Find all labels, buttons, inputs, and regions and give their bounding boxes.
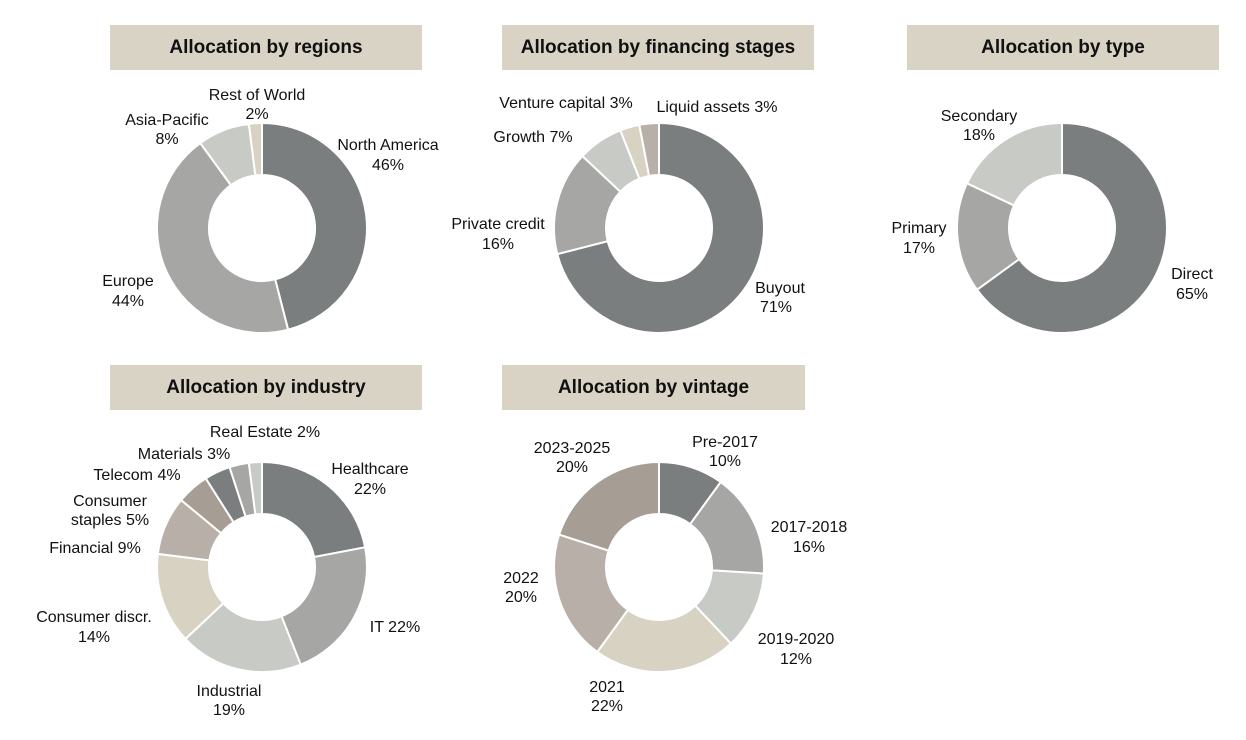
data-label-rest-of-world: 2% — [245, 106, 268, 123]
data-label-direct: Direct — [1171, 266, 1213, 283]
slice-2022 — [553, 533, 630, 654]
data-label-real-estate: Real Estate 2% — [210, 424, 320, 441]
data-label-2023-2025: 2023-2025 — [534, 440, 611, 457]
chart-title-vintage: Allocation by vintage — [502, 365, 805, 410]
data-label-north-america: North America — [337, 137, 438, 154]
data-label-consumer-discr: Consumer discr. — [36, 609, 152, 626]
data-label-europe: Europe — [102, 273, 154, 290]
data-label-liquid-assets: Liquid assets 3% — [657, 99, 778, 116]
data-label-2019-2020: 12% — [780, 651, 812, 668]
slice-north-america — [261, 121, 368, 331]
data-label-asia-pacific: Asia-Pacific — [125, 112, 209, 129]
data-label-rest-of-world: Rest of World — [209, 87, 306, 104]
data-label-industrial: 19% — [213, 702, 245, 719]
data-label-materials: Materials 3% — [138, 446, 230, 463]
data-label-private-credit: Private credit — [451, 216, 545, 233]
data-label-2023-2025: 20% — [556, 459, 588, 476]
data-label-secondary: 18% — [963, 127, 995, 144]
chart-title-industry: Allocation by industry — [110, 365, 422, 410]
data-label-2022: 20% — [505, 589, 537, 606]
data-label-primary: Primary — [891, 220, 946, 237]
data-label-2017-2018: 2017-2018 — [771, 519, 848, 536]
slice-europe — [156, 141, 290, 334]
data-label-2021: 2021 — [589, 679, 625, 696]
data-label-asia-pacific: 8% — [155, 131, 178, 148]
data-label-buyout: Buyout — [755, 280, 805, 297]
slice-secondary — [965, 121, 1063, 207]
slice-real-estate — [247, 460, 263, 516]
data-label-it: IT 22% — [370, 619, 420, 636]
slice-rest-of-world — [247, 121, 263, 177]
data-label-venture-capital: Venture capital 3% — [499, 95, 632, 112]
slice-direct — [975, 121, 1168, 334]
data-label-2017-2018: 16% — [793, 539, 825, 556]
data-label-north-america: 46% — [372, 157, 404, 174]
data-label-consumer-staples: staples 5% — [71, 512, 149, 529]
data-label-2022: 2022 — [503, 570, 539, 587]
data-label-secondary: Secondary — [941, 108, 1018, 125]
data-label-growth: Growth 7% — [493, 129, 572, 146]
data-label-financial: Financial 9% — [49, 540, 141, 557]
data-label-consumer-staples: Consumer — [73, 493, 147, 510]
data-label-pre-2017: 10% — [709, 453, 741, 470]
data-label-europe: 44% — [112, 293, 144, 310]
chart-title-regions: Allocation by regions — [110, 25, 422, 70]
chart-title-type: Allocation by type — [907, 25, 1219, 70]
slice-liquid-assets — [638, 121, 660, 178]
data-label-private-credit: 16% — [482, 236, 514, 253]
data-label-healthcare: 22% — [354, 481, 386, 498]
slice-buyout — [556, 121, 765, 334]
data-label-industrial: Industrial — [197, 683, 262, 700]
data-label-pre-2017: Pre-2017 — [692, 434, 758, 451]
data-label-healthcare: Healthcare — [331, 461, 408, 478]
data-label-2021: 22% — [591, 698, 623, 715]
data-label-telecom: Telecom 4% — [93, 467, 180, 484]
slice-2023-2025 — [557, 460, 660, 552]
data-label-consumer-discr: 14% — [78, 629, 110, 646]
data-label-primary: 17% — [903, 240, 935, 257]
data-label-direct: 65% — [1176, 286, 1208, 303]
data-label-2019-2020: 2019-2020 — [758, 631, 835, 648]
chart-title-financing-stages: Allocation by financing stages — [502, 25, 814, 70]
data-label-buyout: 71% — [760, 299, 792, 316]
